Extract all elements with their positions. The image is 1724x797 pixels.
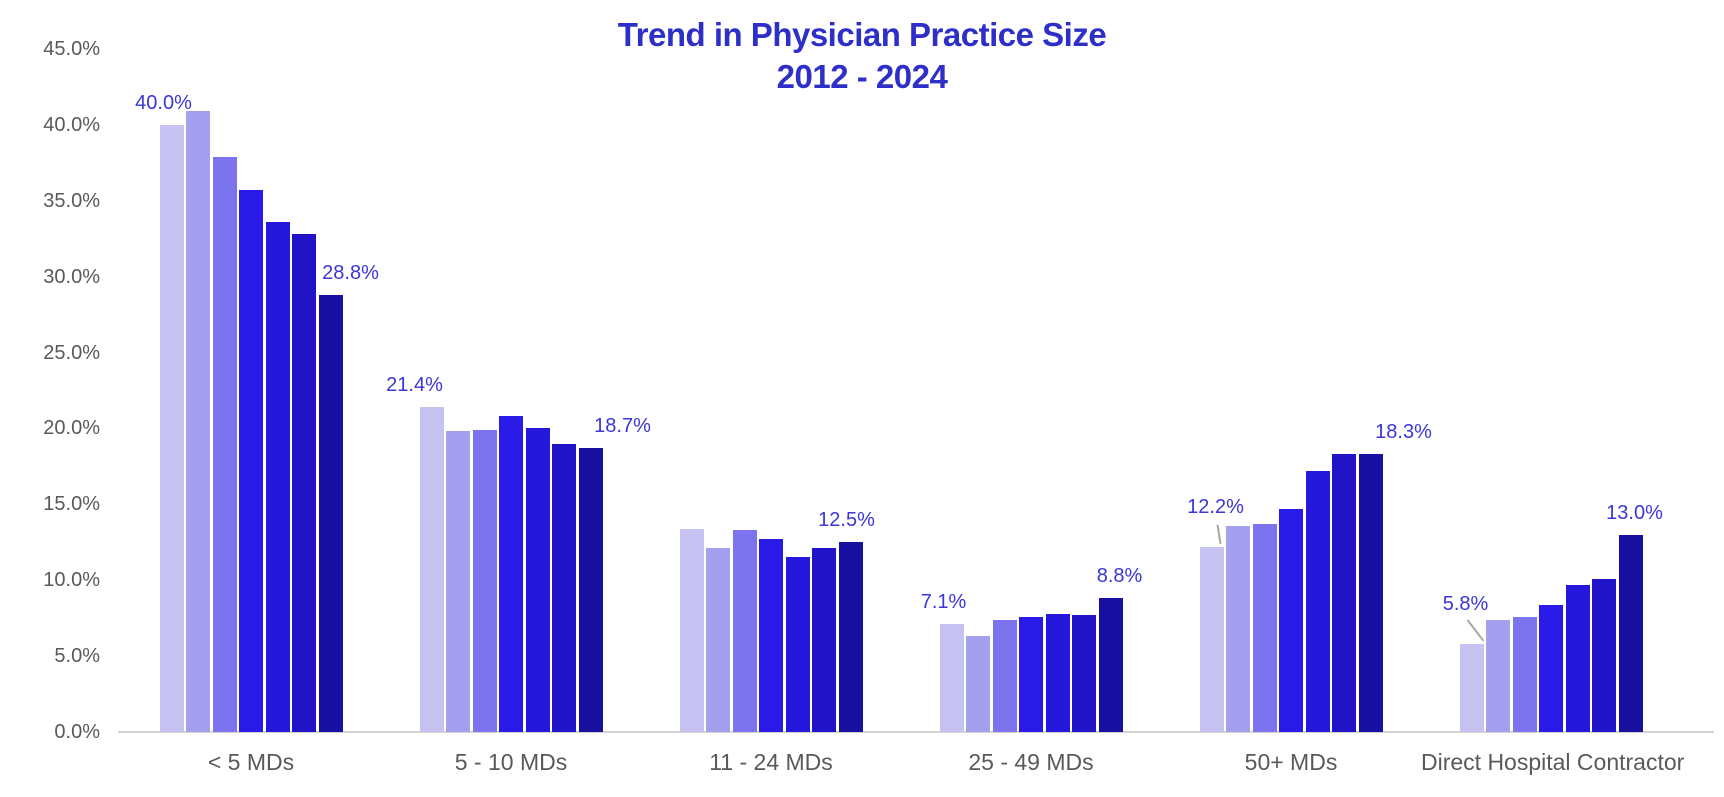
bar	[472, 429, 497, 732]
bar-group	[381, 0, 641, 732]
category-label: 5 - 10 MDs	[454, 749, 568, 775]
data-label-last-bar: 8.8%	[1096, 565, 1143, 588]
bar	[1459, 643, 1484, 732]
y-axis-tick-label: 25.0%	[43, 341, 100, 364]
bar	[552, 443, 576, 732]
bar	[1072, 615, 1096, 732]
bar	[239, 190, 263, 732]
bar	[292, 234, 316, 732]
data-label-first-bar: 5.8%	[1442, 592, 1489, 615]
bar	[186, 111, 210, 732]
data-label-last-bar: 28.8%	[322, 261, 379, 284]
bar	[1332, 454, 1356, 732]
bar-group	[1161, 0, 1421, 732]
bar	[966, 636, 990, 732]
bar	[992, 619, 1017, 732]
bar	[1512, 616, 1537, 732]
y-axis-tick-label: 40.0%	[43, 113, 100, 136]
bar	[265, 221, 290, 732]
data-label-last-bar: 18.3%	[1375, 421, 1432, 444]
y-axis-tick-label: 15.0%	[43, 493, 100, 516]
data-label-first-bar: 21.4%	[386, 374, 443, 397]
bar	[1045, 613, 1070, 732]
y-axis-tick-label: 5.0%	[54, 645, 100, 668]
bar	[1565, 584, 1590, 732]
bar	[1279, 508, 1303, 732]
data-label-last-bar: 18.7%	[594, 415, 651, 438]
data-label-first-bar: 40.0%	[135, 91, 192, 114]
bar	[679, 528, 704, 732]
bar	[419, 407, 444, 732]
bar	[732, 530, 757, 732]
data-label-first-bar: 12.2%	[1187, 495, 1244, 518]
bar	[785, 557, 810, 732]
bar	[812, 548, 836, 732]
y-axis-tick-label: 20.0%	[43, 417, 100, 440]
data-label-first-bar: 7.1%	[920, 591, 967, 614]
bar	[838, 542, 863, 732]
category-label: 11 - 24 MDs	[709, 749, 833, 775]
bar	[578, 448, 603, 732]
y-axis-tick-label: 10.0%	[43, 569, 100, 592]
bar	[1252, 524, 1277, 732]
bar	[1226, 525, 1250, 732]
bar-group	[1421, 0, 1681, 732]
bar	[706, 548, 730, 732]
bar	[1486, 619, 1510, 732]
bar	[1618, 534, 1643, 732]
bar	[759, 539, 783, 732]
y-axis-tick-label: 35.0%	[43, 189, 100, 212]
bar	[212, 156, 237, 732]
y-axis-tick-label: 45.0%	[43, 37, 100, 60]
bar	[1305, 470, 1330, 732]
plot-area: 45.0% 40.0% 35.0% 30.0% 25.0% 20.0% 15.0% 10.0%…	[43, 0, 1714, 743]
category-label: Direct Hospital Contractor	[1421, 749, 1685, 775]
bar	[1539, 604, 1563, 732]
y-axis-tick-label: 30.0%	[43, 265, 100, 288]
x-axis-line	[118, 731, 1714, 733]
category-label: 25 - 49 MDs	[968, 749, 1094, 775]
data-label-last-bar: 13.0%	[1606, 501, 1663, 524]
bar-group	[121, 0, 381, 732]
bar	[525, 428, 550, 732]
y-axis-tick-label: 0.0%	[54, 721, 100, 743]
category-label: < 5 MDs	[207, 749, 295, 775]
bar	[318, 294, 343, 732]
bar-group	[641, 0, 901, 732]
category-label: 50+ MDs	[1244, 749, 1338, 775]
data-label-last-bar: 12.5%	[818, 509, 875, 532]
bar	[499, 416, 523, 732]
bar	[159, 124, 184, 732]
bar	[1199, 546, 1224, 732]
bar	[1358, 454, 1383, 732]
bar	[939, 624, 964, 732]
bar	[1098, 598, 1123, 732]
bar	[1592, 578, 1616, 732]
bar	[1019, 616, 1043, 732]
bar	[446, 431, 470, 732]
bar-group	[901, 0, 1161, 732]
